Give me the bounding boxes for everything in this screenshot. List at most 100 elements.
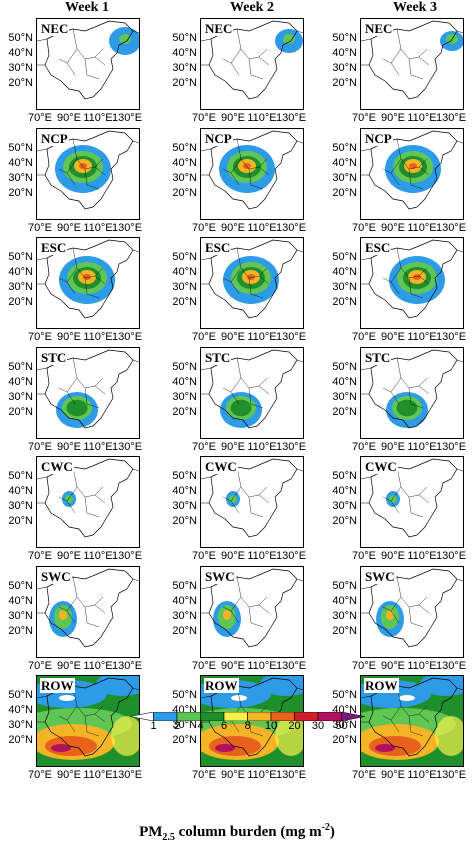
region-label: STC (204, 350, 232, 365)
longitude-label: 130°E (275, 222, 307, 234)
latitude-label: 50°N (172, 580, 197, 592)
region-label: STC (364, 350, 392, 365)
longitude-label: 110°E (247, 441, 277, 453)
latitude-label: 30°N (172, 719, 197, 731)
latitude-label: 30°N (8, 281, 33, 293)
region-label: NCP (204, 131, 233, 146)
colorbar-tick-label: 10 (264, 720, 278, 732)
column-header-week-3: Week 3 (393, 0, 437, 15)
map-canvas (361, 458, 463, 538)
map-canvas (201, 568, 303, 648)
latitude-label: 50°N (332, 361, 357, 373)
region-label: ESC (40, 240, 68, 255)
region-label: SWC (40, 569, 72, 584)
latitude-label: 50°N (332, 251, 357, 263)
latitude-label: 20°N (172, 406, 197, 418)
longitude-label: 110°E (83, 660, 113, 672)
region-label: NEC (204, 21, 234, 36)
longitude-label: 90°E (381, 550, 405, 562)
latitude-label: 30°N (332, 500, 357, 512)
map-canvas (361, 568, 463, 648)
region-label: ROW (204, 678, 239, 693)
longitude-label: 130°E (111, 769, 143, 781)
longitude-label: 130°E (275, 660, 307, 672)
latitude-label: 50°N (172, 470, 197, 482)
longitude-label: 70°E (352, 222, 376, 234)
longitude-label: 130°E (435, 769, 467, 781)
latitude-label: 50°N (8, 32, 33, 44)
map-panel-row-week-3: ROW (360, 675, 464, 767)
longitude-label: 70°E (192, 222, 216, 234)
colorbar-tick-label: 50 (335, 720, 348, 732)
latitude-label: 50°N (8, 361, 33, 373)
longitude-label: 130°E (435, 112, 467, 124)
longitude-label: 130°E (111, 441, 143, 453)
latitude-label: 50°N (8, 142, 33, 154)
map-canvas (37, 568, 139, 648)
map-panel-nec-week-3: NEC (360, 18, 464, 110)
region-label: NEC (40, 21, 70, 36)
latitude-label: 40°N (8, 595, 33, 607)
longitude-label: 70°E (28, 331, 52, 343)
colorbar-tick-label: 1 (150, 720, 157, 732)
latitude-label: 30°N (172, 500, 197, 512)
map-panel-ncp-week-3: NCP (360, 128, 464, 220)
longitude-label: 70°E (352, 331, 376, 343)
latitude-label: 40°N (332, 376, 357, 388)
longitude-label: 110°E (247, 331, 277, 343)
longitude-label: 110°E (83, 769, 113, 781)
longitude-label: 130°E (275, 769, 307, 781)
map-canvas (201, 20, 303, 100)
latitude-label: 30°N (172, 62, 197, 74)
longitude-label: 130°E (111, 222, 143, 234)
longitude-label: 70°E (28, 769, 52, 781)
longitude-label: 90°E (381, 112, 405, 124)
colorbar-title-sup: -2 (321, 822, 330, 833)
longitude-label: 90°E (57, 660, 81, 672)
region-label: NCP (40, 131, 69, 146)
longitude-label: 70°E (28, 112, 52, 124)
region-label: CWC (364, 459, 398, 474)
map-canvas (37, 458, 139, 538)
longitude-label: 110°E (247, 550, 277, 562)
longitude-label: 70°E (352, 660, 376, 672)
map-panel-swc-week-3: SWC (360, 566, 464, 658)
map-panel-esc-week-2: ESC (200, 237, 304, 329)
colorbar-title-end: ) (329, 824, 335, 840)
latitude-label: 30°N (8, 391, 33, 403)
latitude-label: 20°N (8, 406, 33, 418)
latitude-label: 30°N (172, 281, 197, 293)
latitude-label: 40°N (332, 485, 357, 497)
longitude-label: 110°E (407, 112, 437, 124)
latitude-label: 40°N (332, 157, 357, 169)
latitude-label: 40°N (8, 266, 33, 278)
colorbar-title: PM2.5 column burden (mg m-2) (0, 822, 474, 843)
latitude-label: 20°N (332, 187, 357, 199)
colorbar-segment (341, 712, 365, 721)
latitude-label: 30°N (332, 281, 357, 293)
longitude-label: 130°E (435, 331, 467, 343)
latitude-label: 20°N (332, 515, 357, 527)
longitude-label: 90°E (381, 441, 405, 453)
map-panel-row-week-2: ROW (200, 675, 304, 767)
latitude-label: 50°N (332, 32, 357, 44)
map-panel-cwc-week-3: CWC (360, 456, 464, 548)
region-label: ROW (364, 678, 399, 693)
map-canvas (361, 239, 463, 319)
longitude-label: 110°E (407, 550, 437, 562)
latitude-label: 20°N (332, 406, 357, 418)
map-canvas (201, 239, 303, 319)
longitude-label: 130°E (435, 441, 467, 453)
longitude-label: 90°E (57, 112, 81, 124)
latitude-label: 20°N (8, 515, 33, 527)
map-panel-nec-week-1: NEC (36, 18, 140, 110)
longitude-label: 90°E (221, 331, 245, 343)
latitude-label: 20°N (172, 77, 197, 89)
longitude-label: 70°E (352, 441, 376, 453)
longitude-label: 70°E (192, 441, 216, 453)
region-label: NCP (364, 131, 393, 146)
map-panel-esc-week-1: ESC (36, 237, 140, 329)
latitude-label: 40°N (172, 157, 197, 169)
region-label: ESC (204, 240, 232, 255)
map-panel-stc-week-3: STC (360, 347, 464, 439)
